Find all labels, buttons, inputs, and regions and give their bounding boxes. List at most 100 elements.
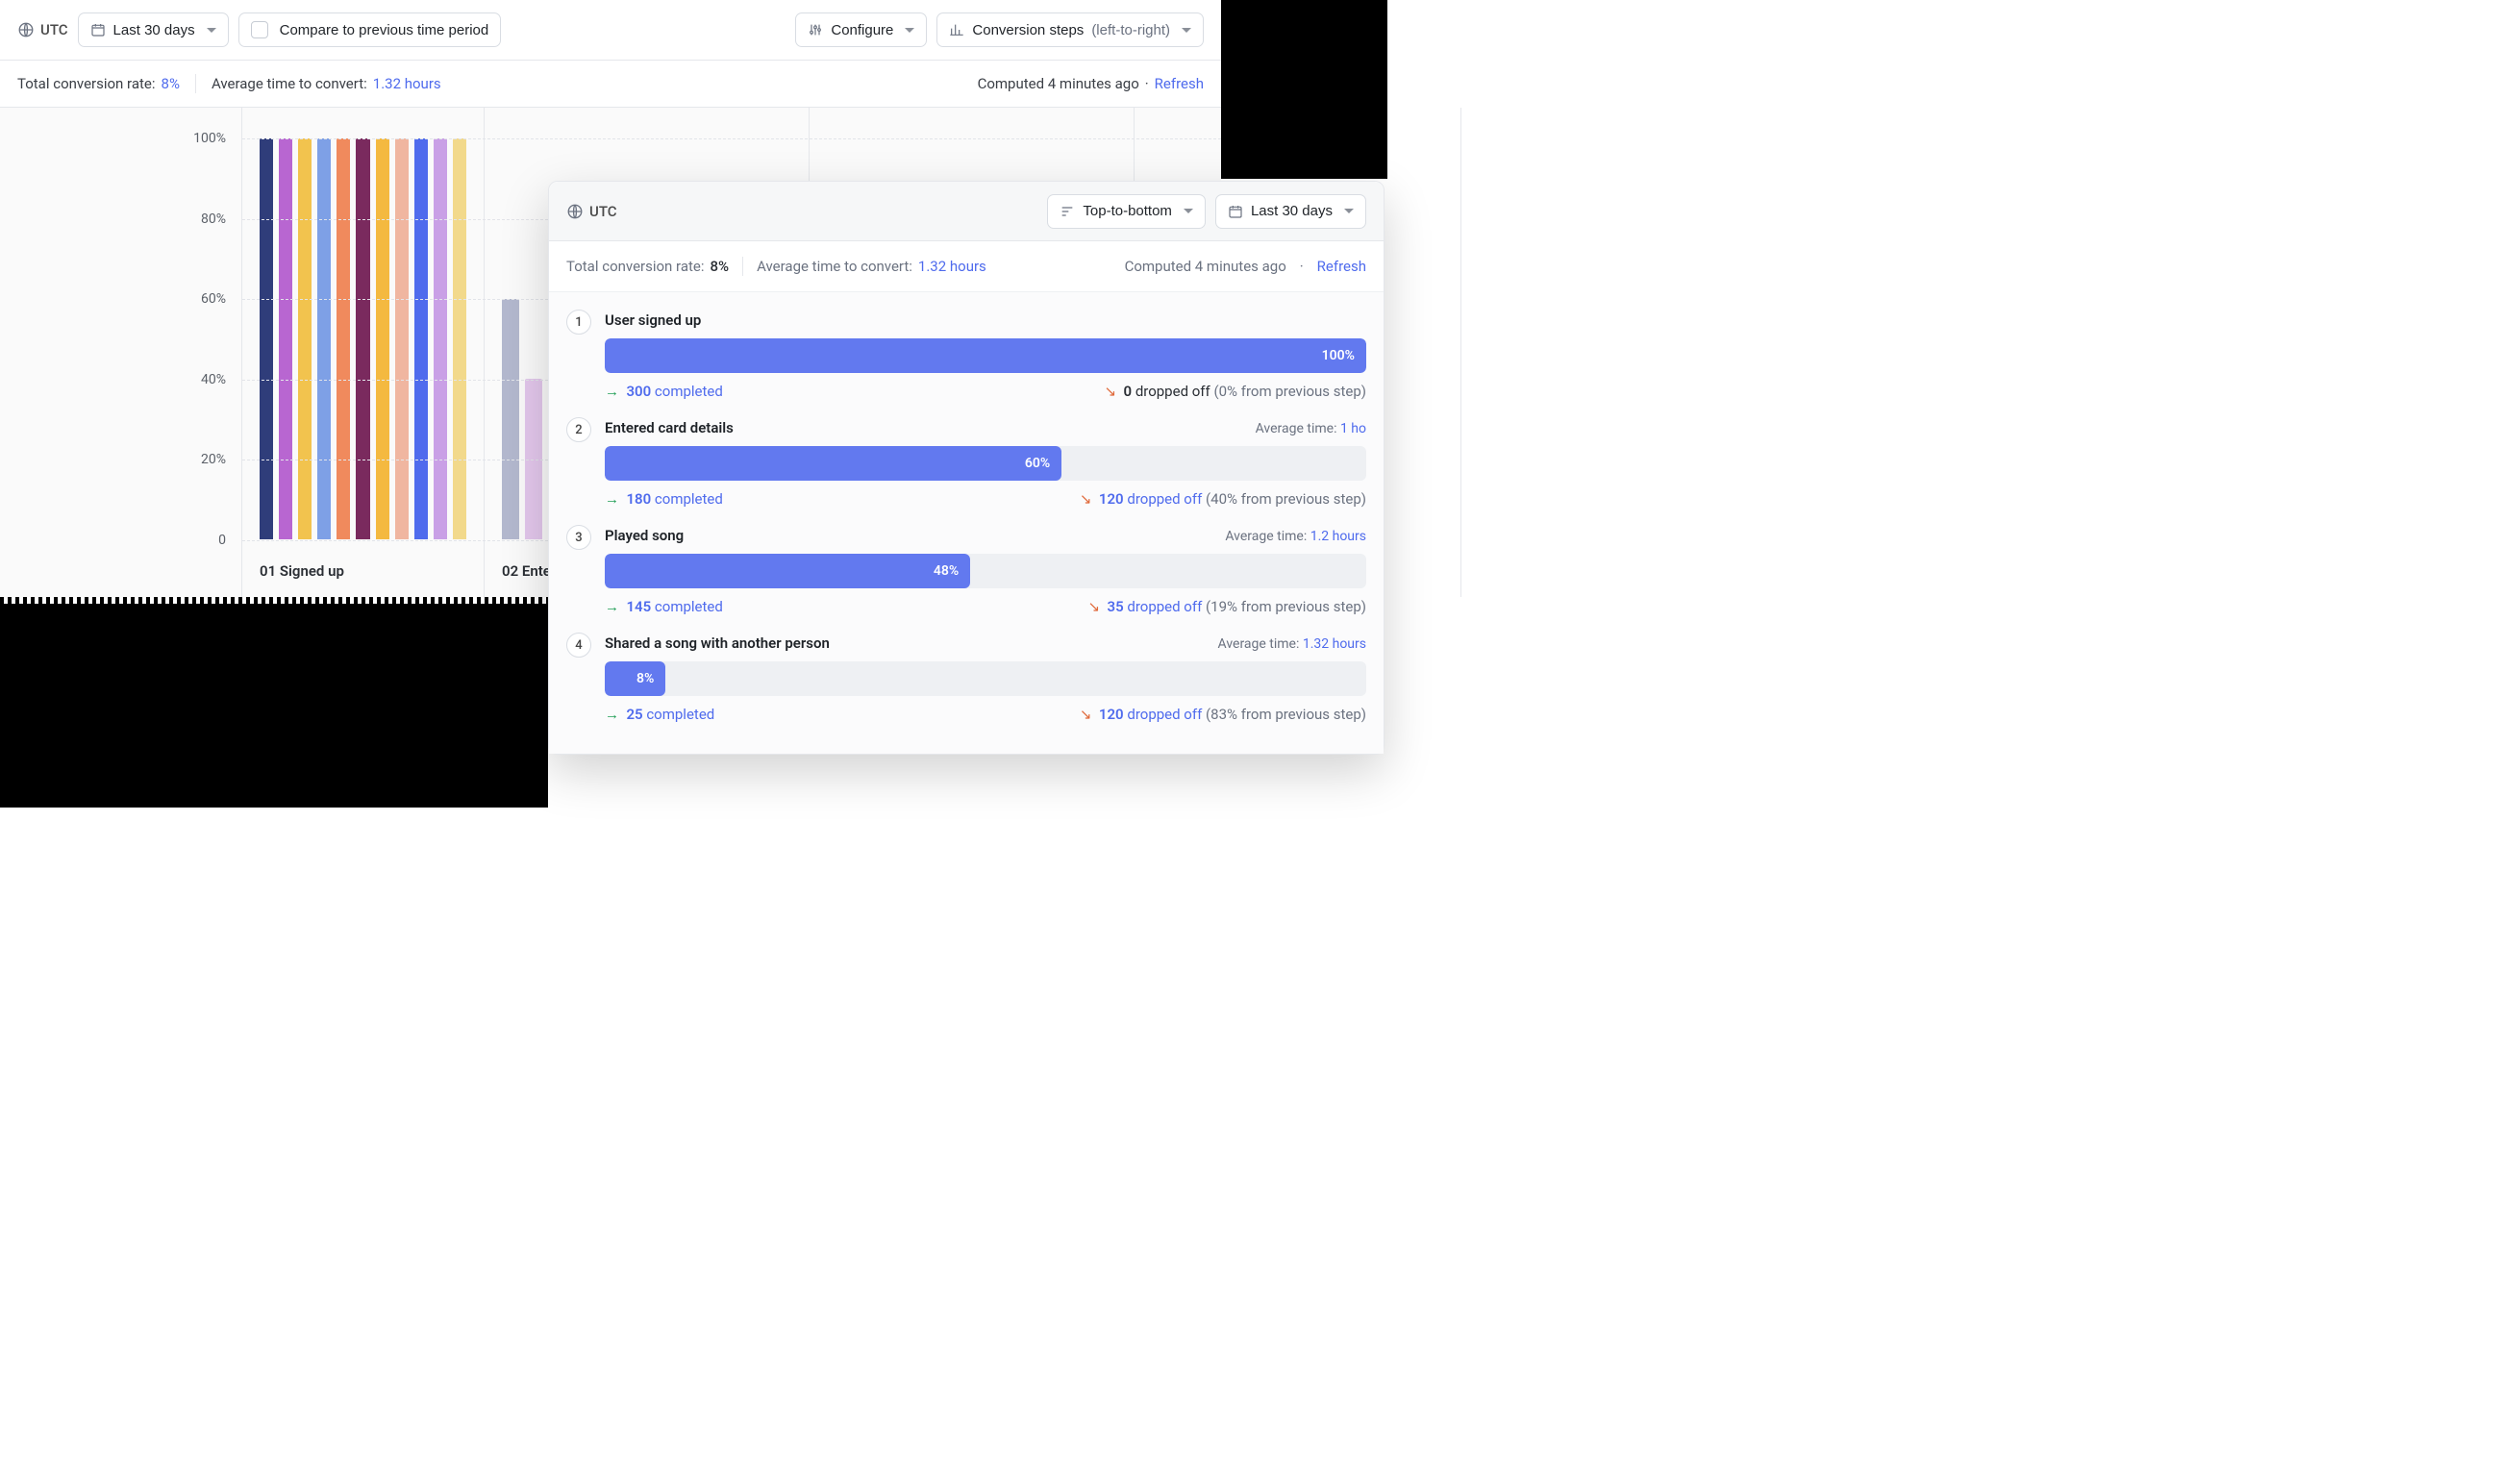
funnel-steps-list: 1 User signed up 100% → 300 completed ↘ 0 dr… [549, 292, 1384, 754]
step-dropped-off[interactable]: ↘ 120 dropped off (83% from previous ste… [1080, 706, 1366, 723]
x-axis-group-label: 02 Ente [502, 562, 551, 580]
compare-toggle[interactable]: Compare to previous time period [238, 12, 502, 47]
step-title: User signed up [605, 311, 701, 329]
chevron-down-icon [1184, 209, 1193, 213]
decoration-black-bottom [0, 604, 548, 808]
step-progress-track: 60% [605, 446, 1366, 481]
step-dropped-off[interactable]: ↘ 120 dropped off (40% from previous ste… [1080, 490, 1366, 508]
step-title: Played song [605, 527, 684, 544]
sliders-icon [808, 22, 823, 37]
step-avg-time: Average time: 1 ho [1256, 421, 1366, 436]
chart-y-axis: 0 20% 40% 60% 80% 100% [0, 108, 242, 597]
chevron-down-icon [207, 28, 216, 33]
configure-button[interactable]: Configure [795, 12, 927, 47]
step-completed[interactable]: → 180 completed [605, 490, 723, 508]
step-progress-track: 48% [605, 554, 1366, 588]
front-toolbar: UTC Top-to-bottom Last 30 days [549, 182, 1384, 241]
compare-label: Compare to previous time period [280, 22, 489, 38]
funnel-step: 3 Played song Average time: 1.2 hours 48% → … [566, 517, 1366, 625]
step-completed[interactable]: → 145 completed [605, 598, 723, 615]
refresh-link[interactable]: Refresh [1155, 75, 1204, 92]
funnel-front-panel: UTC Top-to-bottom Last 30 days Total con… [548, 181, 1385, 755]
date-range-label: Last 30 days [113, 22, 195, 38]
timezone-label: UTC [589, 203, 617, 220]
dot-separator: · [1145, 75, 1149, 92]
refresh-link[interactable]: Refresh [1317, 258, 1366, 275]
y-axis-tick-label: 0 [218, 533, 226, 548]
front-metrics-row: Total conversion rate: 8% Average time t… [549, 241, 1384, 292]
step-number-badge: 3 [566, 525, 591, 550]
step-progress-fill: 48% [605, 554, 970, 588]
chart-bar[interactable] [317, 138, 331, 539]
y-axis-tick-label: 80% [201, 211, 226, 227]
step-number-badge: 2 [566, 417, 591, 442]
step-number-badge: 1 [566, 310, 591, 335]
divider [742, 257, 743, 276]
chart-bar[interactable] [337, 138, 350, 539]
chart-bar[interactable] [298, 138, 312, 539]
divider [195, 74, 196, 93]
funnel-step: 1 User signed up 100% → 300 completed ↘ 0 dr… [566, 302, 1366, 410]
globe-icon [17, 21, 35, 38]
timezone-indicator: UTC [566, 203, 617, 220]
conversion-steps-button[interactable]: Conversion steps (left-to-right) [936, 12, 1204, 47]
step-progress-fill: 8% [605, 661, 665, 696]
step-completed[interactable]: → 300 completed [605, 383, 723, 400]
conversion-steps-label: Conversion steps [972, 22, 1084, 38]
step-number-badge: 4 [566, 633, 591, 658]
date-range-button[interactable]: Last 30 days [78, 12, 229, 47]
chart-bar[interactable] [279, 138, 292, 539]
calendar-icon [1228, 204, 1243, 219]
step-title: Entered card details [605, 419, 734, 436]
sort-icon [1060, 204, 1075, 219]
y-axis-tick-label: 60% [201, 291, 226, 307]
checkbox-icon [251, 21, 268, 38]
avg-time-value: 1.32 hours [373, 75, 441, 92]
step-progress-fill: 60% [605, 446, 1061, 481]
date-range-button[interactable]: Last 30 days [1215, 194, 1366, 229]
timezone-indicator: UTC [17, 21, 68, 38]
chart-bar[interactable] [356, 138, 369, 539]
step-progress-fill: 100% [605, 338, 1366, 373]
back-metrics-row: Total conversion rate: 8% Average time t… [0, 61, 1221, 107]
avg-time-label: Average time to convert: [757, 258, 912, 275]
bar-chart-icon [949, 22, 964, 37]
date-range-label: Last 30 days [1251, 203, 1333, 219]
calendar-icon [90, 22, 106, 37]
step-progress-track: 100% [605, 338, 1366, 373]
step-avg-time: Average time: 1.32 hours [1218, 636, 1366, 652]
x-axis-group-label: 01 Signed up [260, 562, 344, 580]
total-conversion-label: Total conversion rate: [17, 75, 156, 92]
y-axis-tick-label: 100% [193, 131, 226, 146]
chart-bar[interactable] [434, 138, 447, 539]
y-axis-tick-label: 40% [201, 372, 226, 387]
dot-separator: · [1300, 258, 1304, 275]
layout-label: Top-to-bottom [1083, 203, 1172, 219]
conversion-steps-mode: (left-to-right) [1091, 22, 1170, 38]
avg-time-label: Average time to convert: [212, 75, 367, 92]
chart-bar[interactable] [260, 138, 273, 539]
chart-bar[interactable] [453, 138, 466, 539]
step-dropped-off[interactable]: ↘ 0 dropped off (0% from previous step) [1104, 383, 1366, 400]
funnel-step: 2 Entered card details Average time: 1 ho 6… [566, 410, 1366, 517]
step-dropped-off[interactable]: ↘ 35 dropped off (19% from previous step… [1087, 598, 1366, 615]
y-axis-tick-label: 20% [201, 452, 226, 467]
chart-bar[interactable] [502, 299, 519, 539]
total-conversion-value: 8% [162, 75, 180, 92]
chart-bar[interactable] [395, 138, 409, 539]
step-title: Shared a song with another person [605, 634, 830, 652]
total-conversion-value: 8% [711, 258, 730, 275]
funnel-step: 4 Shared a song with another person Averag… [566, 625, 1366, 733]
step-avg-time: Average time: 1.2 hours [1225, 529, 1366, 544]
chevron-down-icon [1182, 28, 1191, 33]
timezone-label: UTC [40, 21, 68, 38]
globe-icon [566, 203, 584, 220]
chart-bar[interactable] [414, 138, 428, 539]
step-progress-track: 8% [605, 661, 1366, 696]
chart-group: 01 Signed up [242, 108, 485, 597]
layout-button[interactable]: Top-to-bottom [1047, 194, 1206, 229]
chart-bar[interactable] [376, 138, 389, 539]
step-completed[interactable]: → 25 completed [605, 706, 714, 723]
chevron-down-icon [1344, 209, 1354, 213]
chevron-down-icon [905, 28, 914, 33]
